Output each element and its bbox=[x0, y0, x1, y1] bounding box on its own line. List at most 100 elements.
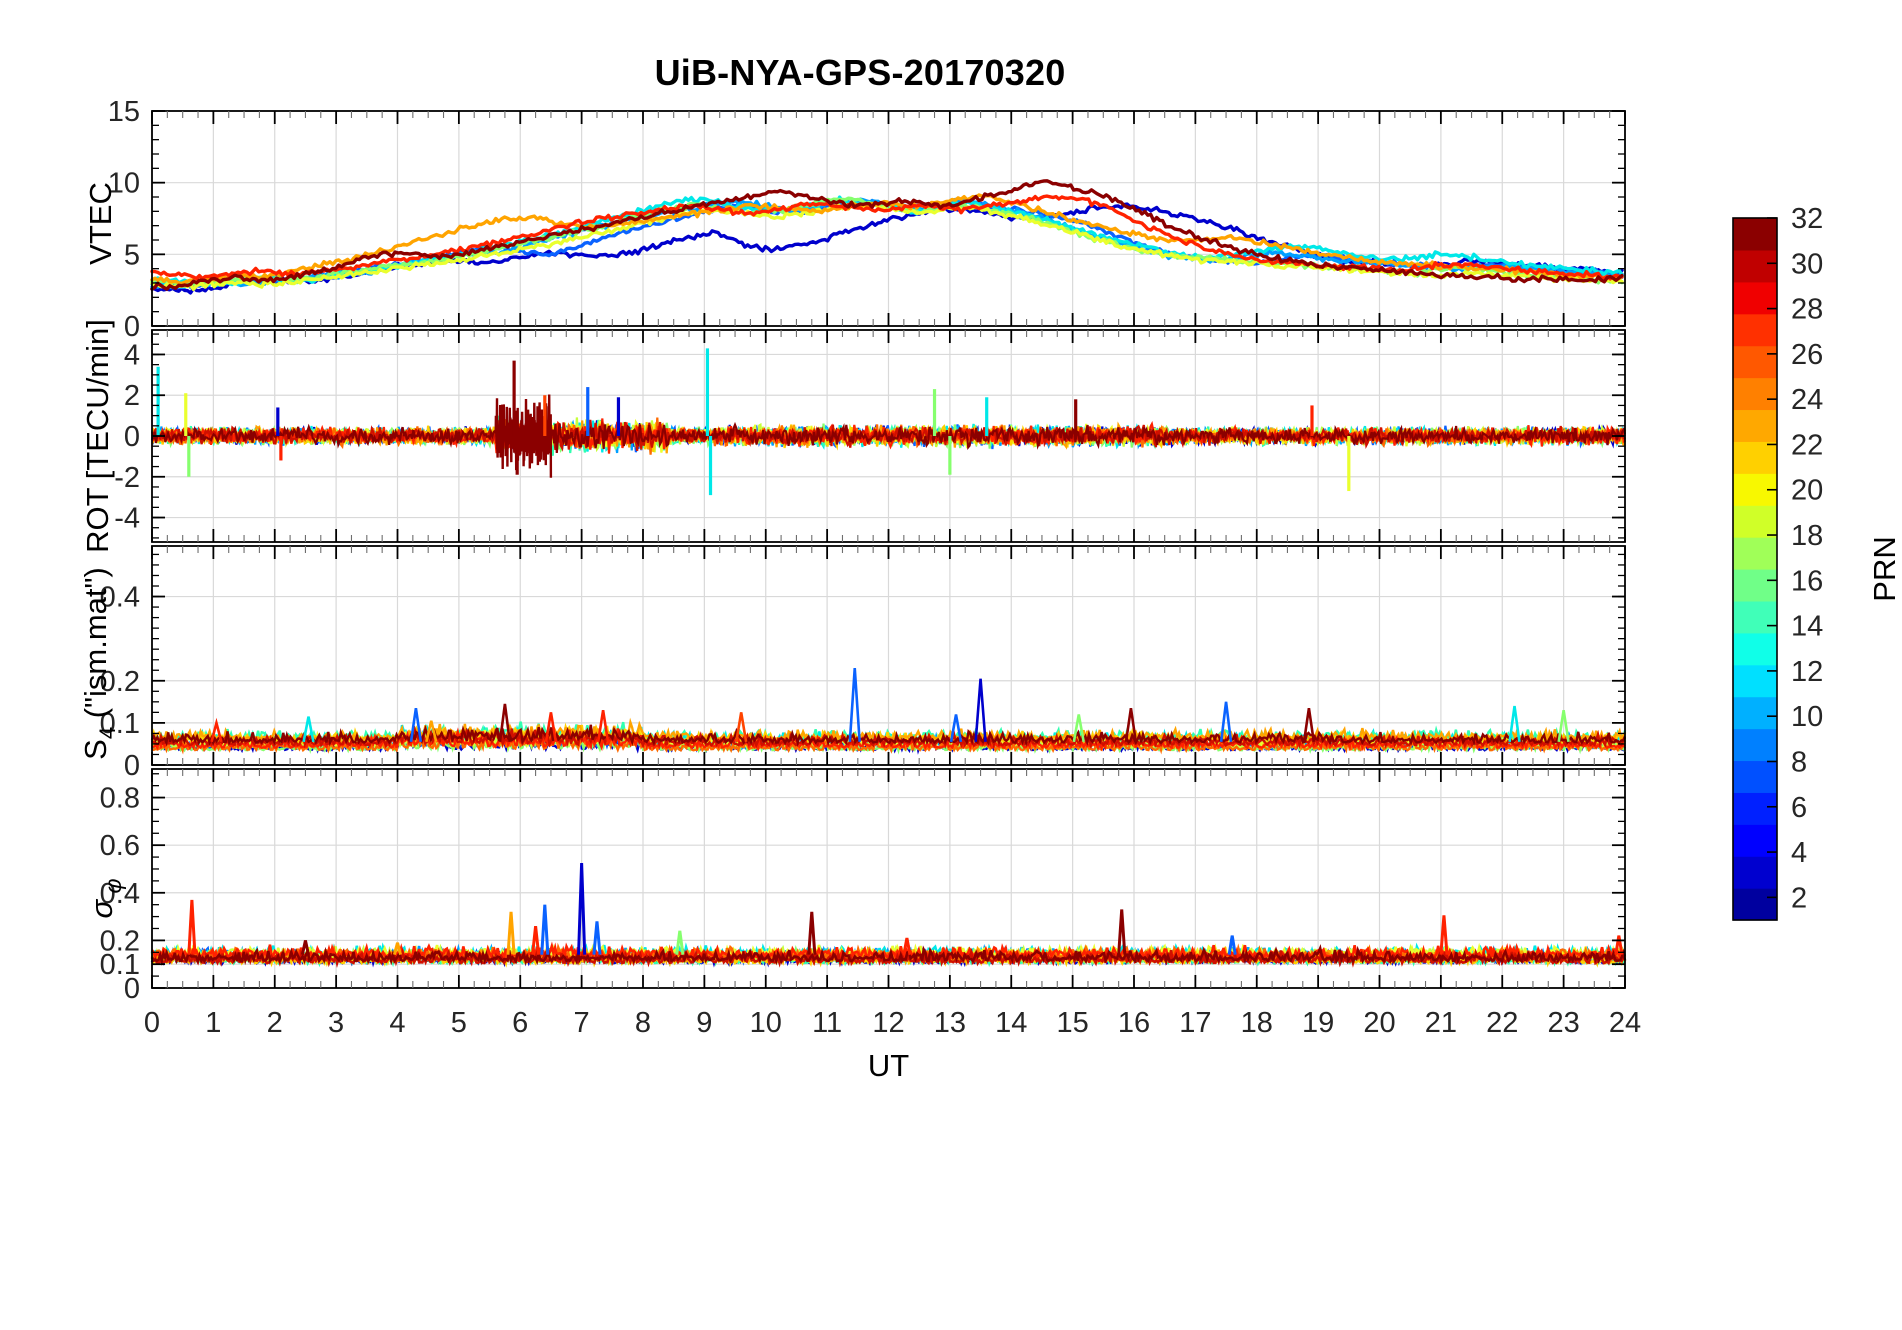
panel-axes-rot: -4 -2 0 2 4 bbox=[114, 329, 1626, 543]
s4-spike bbox=[425, 720, 438, 743]
xtick-label: 5 bbox=[451, 1007, 467, 1039]
s4-spike bbox=[498, 703, 512, 743]
colorbar-tick-label: 10 bbox=[1791, 701, 1823, 733]
colorbar-tick-label: 18 bbox=[1791, 520, 1823, 552]
colorbar-band bbox=[1733, 218, 1777, 251]
colorbar-band bbox=[1733, 409, 1777, 442]
xtick-label: 22 bbox=[1486, 1007, 1518, 1039]
ytick-label: 0 bbox=[124, 750, 140, 782]
colorbar-band bbox=[1733, 313, 1777, 347]
colorbar-band bbox=[1733, 281, 1777, 315]
colorbar-band bbox=[1733, 856, 1777, 889]
rot-series-group bbox=[150, 348, 1627, 496]
figure-title: UiB-NYA-GPS-20170320 bbox=[654, 52, 1066, 93]
xtick-label: 12 bbox=[872, 1007, 904, 1039]
rot-burst bbox=[494, 394, 553, 478]
xtick-label: 23 bbox=[1547, 1007, 1579, 1039]
yaxis-title-rot: ROT [TECU/min] bbox=[80, 319, 115, 553]
xtick-label: 20 bbox=[1363, 1007, 1395, 1039]
sigphi-series-group bbox=[150, 862, 1627, 969]
ytick-label: 0 bbox=[124, 973, 140, 1005]
xtick-label: 13 bbox=[934, 1007, 966, 1039]
xtick-label: 1 bbox=[205, 1007, 221, 1039]
sigphi-spike bbox=[531, 925, 541, 955]
sigphi-line bbox=[150, 941, 1626, 962]
colorbar-band bbox=[1733, 728, 1777, 762]
xtick-label: 18 bbox=[1241, 1007, 1273, 1039]
xaxis-labels: 0 1 2 3 4 5 6 7 8 9 10 11 12 13 14 15 16 17 18 19 20 21 22 23 24… bbox=[144, 1007, 1641, 1083]
colorbar-tick-label: 2 bbox=[1791, 882, 1807, 914]
s4-spike bbox=[1508, 705, 1521, 743]
xtick-label: 15 bbox=[1056, 1007, 1088, 1039]
yaxis-title-s4: S4 ("ism.mat") bbox=[78, 567, 120, 760]
xaxis-title: UT bbox=[868, 1048, 909, 1083]
xtick-label: 16 bbox=[1118, 1007, 1150, 1039]
s4-spike bbox=[302, 716, 315, 743]
colorbar-tick-label: 22 bbox=[1791, 429, 1823, 461]
colorbar-band bbox=[1733, 600, 1777, 634]
s4-spike bbox=[1302, 707, 1316, 743]
colorbar-title: PRN bbox=[1867, 536, 1902, 601]
s4-spike bbox=[1124, 707, 1138, 743]
colorbar-tick-label: 6 bbox=[1791, 792, 1807, 824]
s4-series-group bbox=[150, 668, 1627, 755]
s4-spike bbox=[974, 678, 987, 742]
colorbar-tick-label: 30 bbox=[1791, 248, 1823, 280]
s4-spike bbox=[949, 714, 963, 743]
panel-axes-sig: 00.10.2 0.4 0.6 0.8 bbox=[100, 768, 1626, 1005]
colorbar-frame bbox=[1732, 217, 1778, 921]
xtick-label: 14 bbox=[995, 1007, 1027, 1039]
sigphi-spike bbox=[592, 921, 602, 955]
yaxis-title-sigphi: σ φ bbox=[84, 878, 126, 918]
colorbar-band bbox=[1733, 537, 1777, 570]
sigphi-spike bbox=[675, 930, 685, 955]
xtick-label: 17 bbox=[1179, 1007, 1211, 1039]
colorbar-tick-label: 14 bbox=[1791, 611, 1823, 643]
colorbar-band bbox=[1733, 249, 1777, 283]
sigphi-spike bbox=[807, 911, 817, 955]
yaxis-title-s4-text: S4 ("ism.mat") bbox=[78, 567, 120, 760]
sigphi-spike bbox=[392, 942, 403, 956]
s4-spike bbox=[1557, 710, 1570, 743]
colorbar-band bbox=[1733, 441, 1777, 474]
yaxis-titles: VTEC ROT [TECU/min] S4 ("ism.mat") σ φ bbox=[78, 182, 126, 918]
sigphi-spike bbox=[540, 904, 550, 955]
sigphi-spike bbox=[1439, 915, 1449, 955]
xtick-label: 2 bbox=[267, 1007, 283, 1039]
colorbar-tick-label: 16 bbox=[1791, 565, 1823, 597]
ytick-label: -2 bbox=[114, 462, 140, 494]
vtec-line bbox=[150, 193, 1624, 286]
ytick-label: -4 bbox=[114, 503, 140, 535]
s4-spike bbox=[735, 712, 748, 743]
ytick-label: 0.4 bbox=[100, 878, 140, 910]
ytick-label: 0.2 bbox=[100, 925, 140, 957]
xtick-label: 21 bbox=[1425, 1007, 1457, 1039]
colorbar-tick-label: 8 bbox=[1791, 746, 1807, 778]
ytick-label: 0.6 bbox=[100, 830, 140, 862]
colorbar-tick-label: 28 bbox=[1791, 294, 1823, 326]
xtick-label: 0 bbox=[144, 1007, 160, 1039]
ytick-label: 15 bbox=[108, 96, 140, 128]
panel-axes-vtec: 0 5 10 15 bbox=[108, 96, 1626, 343]
ytick-label: 0 bbox=[124, 421, 140, 453]
ytick-label: 5 bbox=[124, 239, 140, 271]
sigphi-spike bbox=[902, 937, 912, 955]
panel-s4 bbox=[152, 546, 1625, 765]
colorbar-band bbox=[1733, 505, 1777, 538]
colorbar-band bbox=[1733, 760, 1777, 793]
colorbar-tick-label: 24 bbox=[1791, 384, 1823, 416]
colorbar-band bbox=[1733, 696, 1777, 730]
sigphi-spike bbox=[1117, 909, 1127, 955]
panel-axes-s4: 0 0.1 0.2 0.4 bbox=[100, 545, 1626, 782]
colorbar-tick-label: 4 bbox=[1791, 837, 1807, 869]
sigphi-spike bbox=[1614, 935, 1624, 955]
ytick-label: 0.1 bbox=[100, 949, 140, 981]
s4-spike bbox=[848, 668, 861, 742]
colorbar-band bbox=[1733, 792, 1777, 825]
ytick-label: 4 bbox=[124, 339, 140, 371]
s4-line bbox=[151, 725, 1627, 750]
xtick-label: 19 bbox=[1302, 1007, 1334, 1039]
